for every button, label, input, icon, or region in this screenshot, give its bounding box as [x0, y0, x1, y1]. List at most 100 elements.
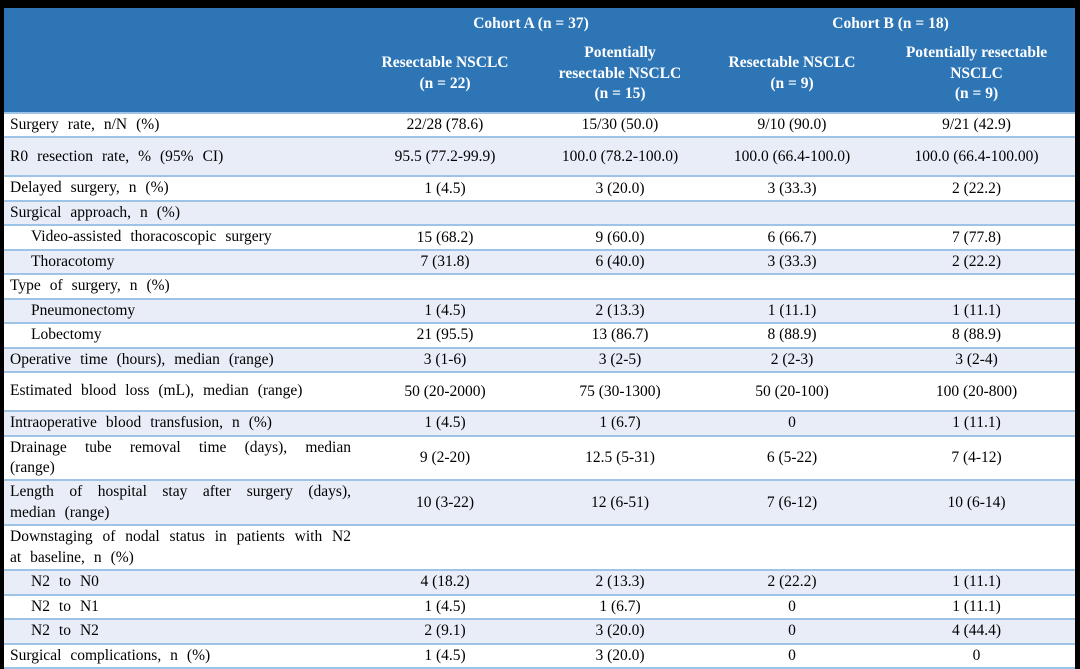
row-label: Drainage tube removal time (days), media…	[4, 434, 356, 482]
value-cell: 3 (1-6)	[356, 346, 534, 374]
value-cell: 2 (2-3)	[706, 346, 878, 374]
column-header-line: (n = 22)	[419, 75, 471, 92]
paper-page: Cohort A (n = 37) Cohort B (n = 18) Rese…	[4, 8, 1076, 669]
value-cell: 12 (6-51)	[534, 479, 706, 527]
value-cell	[356, 524, 534, 572]
header-spacer	[4, 8, 356, 36]
value-cell	[356, 273, 534, 300]
value-cell: 100 (20-800)	[878, 371, 1076, 413]
column-header-line: (n = 9)	[770, 75, 814, 92]
value-cell: 0	[706, 593, 878, 621]
cohort-b-header: Cohort B (n = 18)	[706, 8, 1076, 36]
value-cell: 7 (6-12)	[706, 479, 878, 527]
column-header-line: resectable NSCLC	[558, 64, 682, 82]
row-label: Surgery rate, n/N (%)	[4, 111, 356, 139]
value-cell: 12.5 (5-31)	[534, 434, 706, 482]
column-header-line: Potentially resectable	[905, 43, 1048, 61]
value-cell: 3 (20.0)	[534, 175, 706, 202]
value-cell: 1 (6.7)	[534, 593, 706, 621]
value-cell	[534, 199, 706, 227]
value-cell: 15 (68.2)	[356, 224, 534, 251]
row-label: Delayed surgery, n (%)	[4, 175, 356, 202]
value-cell: 2 (9.1)	[356, 618, 534, 645]
row-label: Surgical approach, n (%)	[4, 199, 356, 227]
table-row: Video-assisted thoracoscopic surgery 15 (…	[4, 224, 1076, 251]
value-cell: 1 (4.5)	[356, 175, 534, 202]
column-header-potentially-resectable-a: Potentially resectable NSCLC (n = 15)	[534, 36, 706, 113]
value-cell	[706, 524, 878, 572]
value-cell: 7 (77.8)	[878, 224, 1076, 251]
value-cell: 8 (88.9)	[878, 322, 1076, 349]
row-label: Estimated blood loss (mL), median (range…	[4, 371, 356, 413]
value-cell	[706, 273, 878, 300]
value-cell	[534, 524, 706, 572]
header-spacer	[4, 36, 356, 113]
value-cell: 0	[878, 642, 1076, 669]
table-row: N2 to N2 2 (9.1) 3 (20.0) 0 4 (44.4)	[4, 618, 1076, 645]
table-row: Drainage tube removal time (days), media…	[4, 434, 1076, 482]
row-label: Thoracotomy	[4, 248, 356, 276]
value-cell: 0	[706, 410, 878, 437]
table-row: Surgical complications, n (%) 1 (4.5) 3 (2…	[4, 642, 1076, 669]
value-cell: 1 (4.5)	[356, 410, 534, 437]
value-cell: 10 (3-22)	[356, 479, 534, 527]
row-label: Pneumonectomy	[4, 297, 356, 325]
value-cell: 0	[706, 618, 878, 645]
row-label: Video-assisted thoracoscopic surgery	[4, 224, 356, 251]
value-cell: 9 (60.0)	[534, 224, 706, 251]
value-cell: 100.0 (78.2-100.0)	[534, 136, 706, 178]
column-header-resectable-b: Resectable NSCLC (n = 9)	[706, 36, 878, 113]
column-header-line: Resectable NSCLC	[381, 54, 509, 72]
value-cell: 7 (4-12)	[878, 434, 1076, 482]
value-cell	[706, 199, 878, 227]
table-row: Delayed surgery, n (%) 1 (4.5) 3 (20.0) 3 (…	[4, 175, 1076, 202]
value-cell: 8 (88.9)	[706, 322, 878, 349]
value-cell: 3 (33.3)	[706, 175, 878, 202]
table-row: Length of hospital stay after surgery (d…	[4, 479, 1076, 527]
value-cell: 1 (4.5)	[356, 297, 534, 325]
value-cell: 3 (20.0)	[534, 618, 706, 645]
column-header-line: Potentially	[584, 43, 656, 61]
cohort-a-header: Cohort A (n = 37)	[356, 8, 706, 36]
table-row: N2 to N0 4 (18.2) 2 (13.3) 2 (22.2) 1 (11.1)	[4, 569, 1076, 596]
value-cell: 2 (22.2)	[878, 175, 1076, 202]
value-cell: 3 (33.3)	[706, 248, 878, 276]
value-cell	[534, 273, 706, 300]
value-cell: 0	[706, 642, 878, 669]
value-cell: 21 (95.5)	[356, 322, 534, 349]
value-cell: 4 (44.4)	[878, 618, 1076, 645]
column-header-line: (n = 15)	[594, 85, 646, 103]
value-cell: 1 (4.5)	[356, 642, 534, 669]
value-cell: 1 (11.1)	[878, 410, 1076, 437]
value-cell	[878, 524, 1076, 572]
table-body: Surgery rate, n/N (%) 22/28 (78.6) 15/30 (…	[4, 111, 1076, 669]
value-cell: 10 (6-14)	[878, 479, 1076, 527]
value-cell	[356, 199, 534, 227]
value-cell: 2 (22.2)	[706, 569, 878, 596]
value-cell: 1 (4.5)	[356, 593, 534, 621]
table-row: Pneumonectomy 1 (4.5) 2 (13.3) 1 (11.1) 1 (1…	[4, 297, 1076, 325]
value-cell: 75 (30-1300)	[534, 371, 706, 413]
table-row: Thoracotomy 7 (31.8) 6 (40.0) 3 (33.3) 2 (22…	[4, 248, 1076, 276]
subgroup-header-row: Resectable NSCLC (n = 22) Potentially re…	[4, 36, 1076, 113]
surgical-outcomes-table: Cohort A (n = 37) Cohort B (n = 18) Rese…	[4, 8, 1076, 669]
column-header-line: Resectable NSCLC	[728, 54, 856, 72]
value-cell: 50 (20-2000)	[356, 371, 534, 413]
value-cell	[878, 273, 1076, 300]
value-cell: 1 (11.1)	[706, 297, 878, 325]
row-label: Intraoperative blood transfusion, n (%)	[4, 410, 356, 437]
value-cell: 1 (6.7)	[534, 410, 706, 437]
table-row: Operative time (hours), median (range) 3 …	[4, 346, 1076, 374]
table-row: Surgery rate, n/N (%) 22/28 (78.6) 15/30 (…	[4, 111, 1076, 139]
row-label: Operative time (hours), median (range)	[4, 346, 356, 374]
value-cell	[878, 199, 1076, 227]
value-cell: 2 (13.3)	[534, 569, 706, 596]
table-header: Cohort A (n = 37) Cohort B (n = 18) Rese…	[4, 8, 1076, 113]
value-cell: 3 (20.0)	[534, 642, 706, 669]
row-label: N2 to N0	[4, 569, 356, 596]
value-cell: 1 (11.1)	[878, 593, 1076, 621]
table-row: N2 to N1 1 (4.5) 1 (6.7) 0 1 (11.1)	[4, 593, 1076, 621]
column-header-resectable-a: Resectable NSCLC (n = 22)	[356, 36, 534, 113]
value-cell: 3 (2-4)	[878, 346, 1076, 374]
value-cell: 2 (22.2)	[878, 248, 1076, 276]
